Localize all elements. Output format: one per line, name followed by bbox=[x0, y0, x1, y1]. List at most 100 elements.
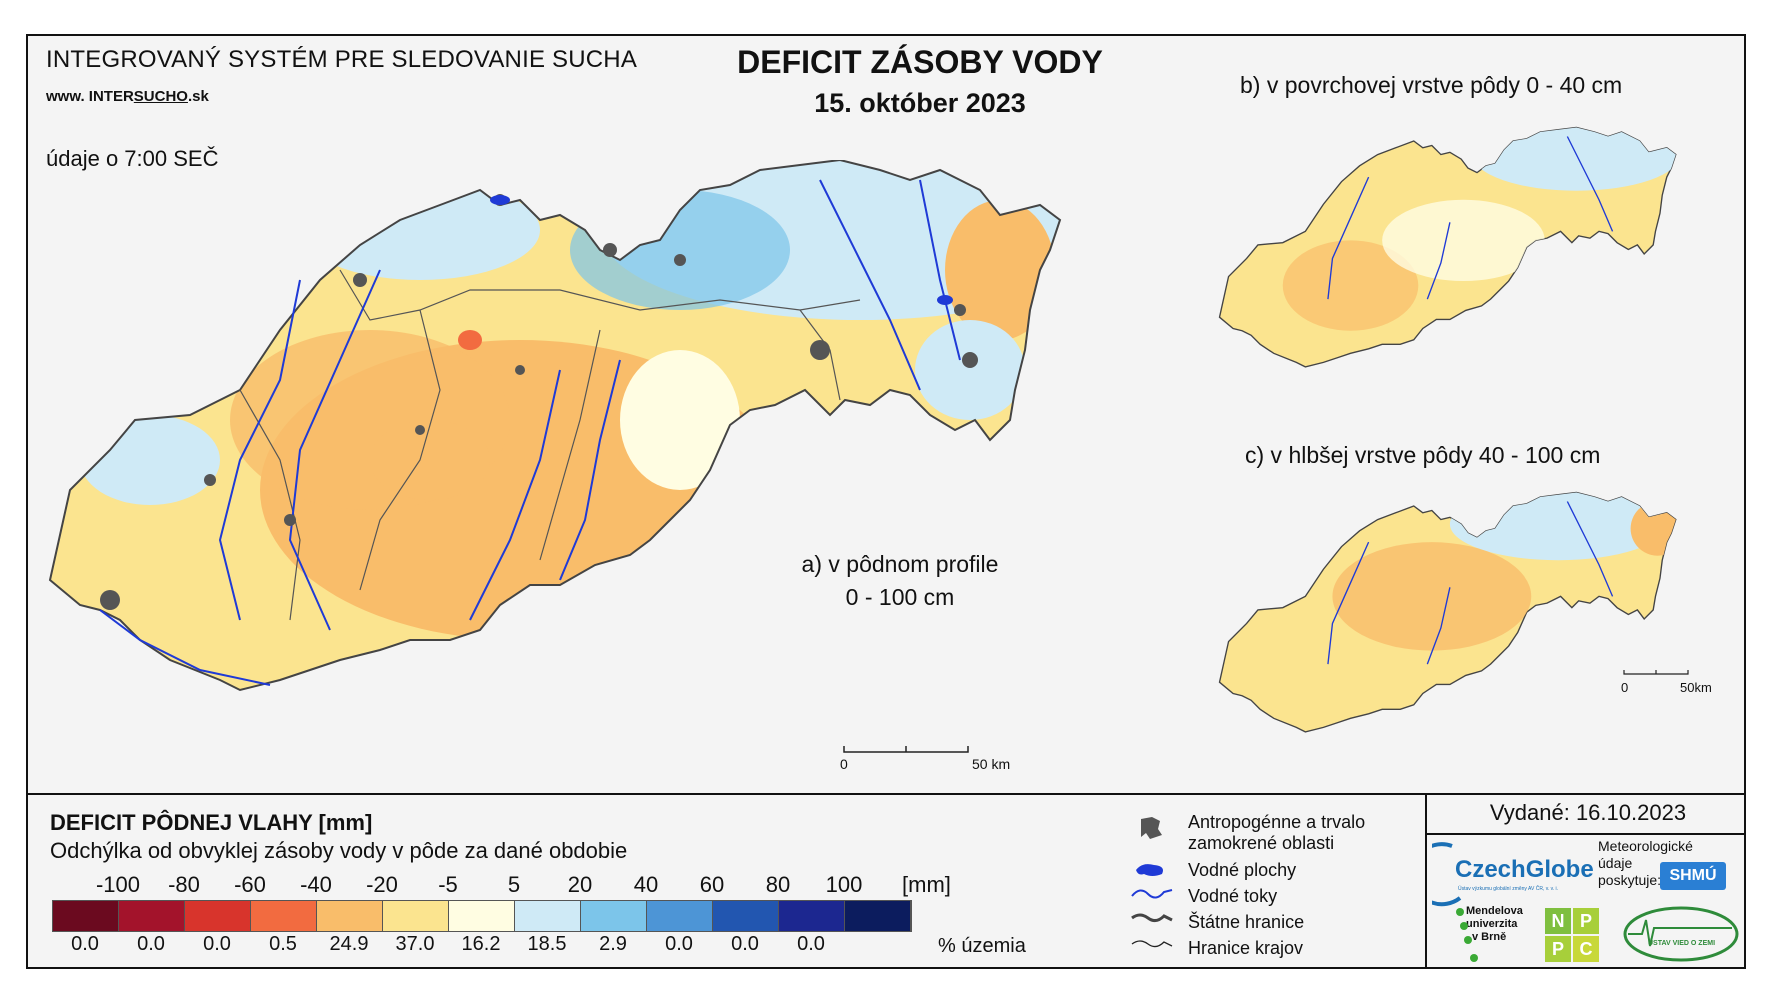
legend-swatch bbox=[647, 901, 713, 931]
map-a-label: a) v pôdnom profile 0 - 100 cm bbox=[775, 548, 1025, 614]
legend-swatch bbox=[779, 901, 845, 931]
legend-tick-label: -60 bbox=[234, 872, 266, 897]
website-underlined: SUCHO bbox=[133, 88, 188, 105]
mendel-line1: Mendelova bbox=[1466, 905, 1523, 917]
region-border-label: Hranice krajov bbox=[1188, 938, 1304, 958]
issued-divider bbox=[1425, 833, 1746, 835]
legend-percentage: 0.0 bbox=[71, 933, 99, 955]
nppc-c: C bbox=[1573, 936, 1599, 962]
legend-percentage: 0.0 bbox=[731, 933, 759, 955]
legend-percentage: 18.5 bbox=[527, 933, 567, 955]
legend-percentage: 37.0 bbox=[395, 933, 435, 955]
water-bodies-label: Vodné plochy bbox=[1188, 860, 1297, 880]
state-border-label: Štátne hranice bbox=[1188, 912, 1305, 932]
anthropogenic-line2: zamokrené oblasti bbox=[1188, 833, 1335, 853]
legend-tick-label: -80 bbox=[168, 872, 200, 897]
legend-tick-label: -20 bbox=[366, 872, 398, 897]
map-a-label-line2: 0 - 100 cm bbox=[845, 584, 955, 610]
meteo-line3: poskytuje: bbox=[1598, 872, 1662, 888]
legend-tick-label: -100 bbox=[95, 872, 141, 897]
uvz-name: ÚSTAV VIED O ZEMI bbox=[1648, 940, 1716, 947]
legend-percentage: 24.9 bbox=[329, 933, 369, 955]
legend-percentage: 0.0 bbox=[137, 933, 165, 955]
map-b-label: b) v povrchovej vrstve pôdy 0 - 40 cm bbox=[1240, 72, 1623, 98]
anthropogenic-label: Antropogénne a trvalo zamokrené oblasti bbox=[1188, 812, 1365, 854]
legend-percentage: 0.0 bbox=[797, 933, 825, 955]
legend-tick-label: 5 bbox=[507, 872, 521, 897]
nppc-logo: N P P C bbox=[1545, 908, 1599, 962]
main-map-a bbox=[48, 160, 1062, 692]
map-b bbox=[1218, 126, 1677, 368]
nppc-p2: P bbox=[1545, 936, 1571, 962]
state-border-icon bbox=[1131, 913, 1173, 923]
legend-swatch bbox=[317, 901, 383, 931]
legend-percentage: 0.5 bbox=[269, 933, 297, 955]
shmu-logo: SHMÚ bbox=[1660, 862, 1726, 890]
map-a-label-line1: a) v pôdnom profile bbox=[801, 551, 999, 577]
website-link[interactable]: www. INTERSUCHO.sk bbox=[46, 88, 209, 105]
water-body-icon bbox=[1136, 864, 1163, 876]
legend-tick-label: 100 bbox=[825, 872, 863, 897]
mendel-line2: univerzita bbox=[1466, 918, 1518, 930]
legend-swatch bbox=[53, 901, 119, 931]
nppc-n: N bbox=[1545, 908, 1571, 934]
legend-percentage: 16.2 bbox=[461, 933, 501, 955]
legend-swatch bbox=[185, 901, 251, 931]
issued-date: Vydané: 16.10.2023 bbox=[1489, 800, 1687, 825]
region-border-icon bbox=[1131, 940, 1173, 948]
meteo-line2: údaje bbox=[1598, 855, 1633, 871]
legend-tick-label: -5 bbox=[438, 872, 458, 897]
legend-swatch bbox=[515, 901, 581, 931]
legend-title: DEFICIT PÔDNEJ VLAHY [mm] bbox=[50, 810, 373, 835]
website-prefix: www. INTER bbox=[46, 88, 134, 105]
legend-tick-label: 60 bbox=[699, 872, 725, 897]
legend-swatch bbox=[845, 901, 911, 931]
czechglobe-name: CzechGlobe bbox=[1455, 856, 1594, 883]
issued-box bbox=[1425, 793, 1746, 969]
legend-swatch bbox=[251, 901, 317, 931]
scale-bar-main bbox=[843, 746, 969, 753]
nppc-p1: P bbox=[1573, 908, 1599, 934]
percent-label: % územia bbox=[938, 935, 1026, 957]
legend-colorbar bbox=[52, 900, 912, 932]
legend-separator bbox=[26, 793, 1746, 795]
streams-label: Vodné toky bbox=[1188, 886, 1278, 906]
scale-small-zero: 0 bbox=[1621, 680, 1629, 695]
data-time-note: údaje o 7:00 SEČ bbox=[46, 146, 219, 171]
map-date: 15. október 2023 bbox=[814, 88, 1026, 118]
legend-percentage: 0.0 bbox=[203, 933, 231, 955]
legend-swatch bbox=[713, 901, 779, 931]
legend-swatch bbox=[119, 901, 185, 931]
scale-main-zero: 0 bbox=[840, 756, 848, 772]
map-c-label: c) v hlbšej vrstve pôdy 40 - 100 cm bbox=[1245, 442, 1601, 468]
page-title: DEFICIT ZÁSOBY VODY bbox=[737, 44, 1103, 80]
system-name: INTEGROVANÝ SYSTÉM PRE SLEDOVANIE SUCHA bbox=[46, 46, 638, 73]
legend-swatch bbox=[449, 901, 515, 931]
scale-small-fifty: 50km bbox=[1680, 680, 1712, 695]
czechglobe-logo bbox=[1432, 842, 1462, 907]
mendel-line3: v Brně bbox=[1472, 931, 1507, 943]
website-suffix: .sk bbox=[187, 88, 209, 105]
scale-main-fifty: 50 km bbox=[972, 756, 1011, 772]
legend-tick-label: 80 bbox=[765, 872, 791, 897]
stream-icon bbox=[1131, 889, 1173, 899]
anthropogenic-line1: Antropogénne a trvalo bbox=[1188, 812, 1366, 832]
legend-percentage: 0.0 bbox=[665, 933, 693, 955]
mendel-dots bbox=[1456, 908, 1478, 962]
legend-subtitle: Odchýlka od obvyklej zásoby vody v pôde … bbox=[50, 838, 628, 863]
legend-percentage: 2.9 bbox=[599, 933, 627, 955]
legend-unit: [mm] bbox=[902, 872, 951, 897]
legend-tick-label: 20 bbox=[567, 872, 593, 897]
czechglobe-sub: Ústav výzkumu globální změny AV ČR, v. v… bbox=[1458, 886, 1559, 892]
scale-bar-small bbox=[1623, 670, 1689, 675]
legend-swatch bbox=[581, 901, 647, 931]
anthropogenic-icon bbox=[1141, 817, 1162, 839]
uvz-logo bbox=[1623, 906, 1739, 962]
legend-swatch bbox=[383, 901, 449, 931]
map-c bbox=[1218, 491, 1677, 733]
meteo-line1: Meteorologické bbox=[1598, 838, 1693, 854]
legend-tick-label: 40 bbox=[633, 872, 659, 897]
meteo-provider: Meteorologické údaje poskytuje: bbox=[1598, 838, 1693, 889]
mendel-logo: Mendelova univerzita v Brně bbox=[1450, 905, 1523, 944]
legend-tick-label: -40 bbox=[300, 872, 332, 897]
